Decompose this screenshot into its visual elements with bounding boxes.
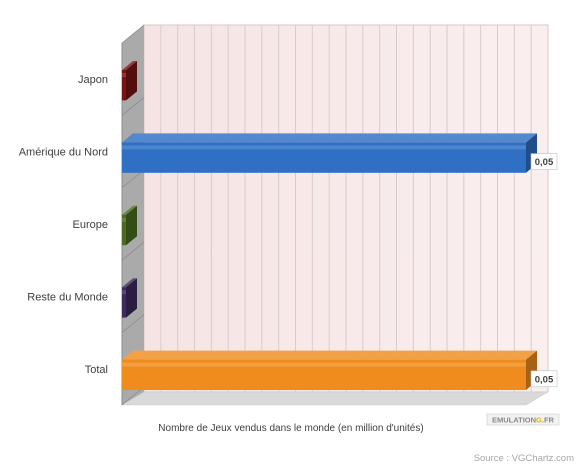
bar-top-face [122,60,137,70]
bar-reste-du-monde [122,278,137,318]
bar-highlight [122,145,526,150]
watermark-logo: EMULATIONG.FR [486,413,560,426]
bar-europe [122,205,137,246]
bar-japon [122,60,137,101]
category-separator [121,24,145,44]
gridlines [121,24,532,406]
bar-front-face [122,287,126,318]
data-label: 0,05 [535,157,554,168]
data-label-box [530,370,558,388]
source-note: Source : VGChartz.com [474,453,574,464]
bar-highlight [122,217,126,222]
bar-am-rique-du-nord [122,133,537,173]
bar-front-face [122,69,126,101]
bar-highlight [122,72,126,77]
category-label: Europe [73,219,108,231]
category-label: Amérique du Nord [19,147,108,159]
bar-end-face [126,60,137,101]
category-separator [121,241,145,261]
bar-total [122,350,537,391]
plot-floor [121,391,549,406]
category-label: Total [85,364,108,376]
data-labels: 0,05 0,05 [530,153,558,388]
category-axis: Japon Amérique du Nord Europe Reste du Mond… [19,74,108,376]
bar-end-face [126,278,137,318]
category-separator [121,97,145,116]
category-label: Reste du Monde [27,291,108,303]
bar-top-face [122,350,537,360]
svg-text:EMULATIONG.FR: EMULATIONG.FR [492,416,555,425]
x-axis-title: Nombre de Jeux vendus dans le monde (en … [158,423,423,434]
category-label: Japon [78,74,108,86]
bar-highlight [122,290,126,295]
bar-top-face [122,133,537,143]
data-label: 0,05 [535,374,554,385]
bar-series [122,60,537,391]
bar-top-face [122,205,137,215]
category-separator [121,314,145,333]
data-label-box [530,153,558,170]
bar-highlight [122,362,526,367]
bar-front-face [122,214,126,246]
bar-top-face [122,278,137,288]
bar-end-face [126,205,137,246]
